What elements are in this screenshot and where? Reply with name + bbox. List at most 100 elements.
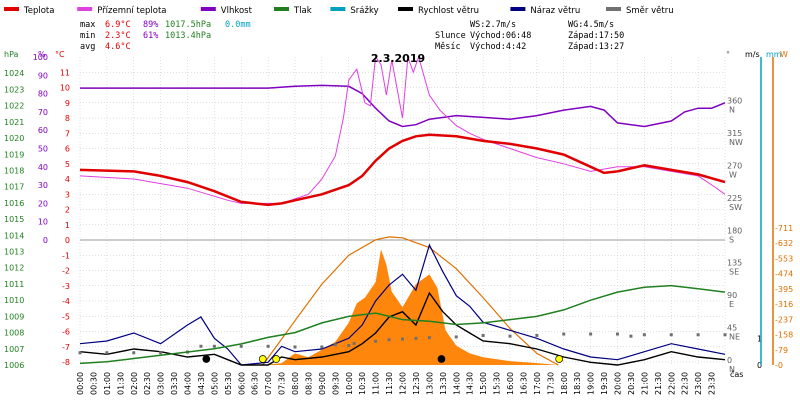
humidity-tick: 0 bbox=[43, 236, 48, 245]
x-tick: 00:30 bbox=[89, 372, 98, 395]
sun-tick: -553 bbox=[775, 254, 793, 263]
x-tick: 20:30 bbox=[627, 372, 636, 395]
x-tick: 21:30 bbox=[654, 372, 663, 395]
temperature-tick: 7 bbox=[65, 129, 70, 138]
pressure-tick: 1024 bbox=[4, 69, 24, 78]
pressure-tick: 1015 bbox=[4, 215, 24, 224]
x-tick: 03:30 bbox=[170, 372, 179, 395]
sun-tick: -316 bbox=[775, 300, 793, 309]
sun-tick: -711 bbox=[775, 224, 793, 233]
direction-tick: E bbox=[729, 300, 734, 309]
temperature-tick: 2 bbox=[65, 206, 70, 215]
temperature-tick: 8 bbox=[65, 114, 70, 123]
wind-direction-point bbox=[535, 333, 539, 337]
x-tick: 03:00 bbox=[157, 372, 166, 395]
pressure-tick: 1011 bbox=[4, 280, 24, 289]
direction-tick: N bbox=[729, 106, 735, 115]
temperature-tick: -1 bbox=[62, 251, 70, 260]
moon-label: Měsíc bbox=[435, 42, 461, 52]
sun-tick: -0 bbox=[775, 361, 783, 370]
wind-direction-point bbox=[427, 336, 431, 340]
wind-gust-line bbox=[79, 243, 726, 366]
sun-curve bbox=[262, 236, 559, 366]
stats-max-press: 1017.5hPa bbox=[165, 20, 211, 30]
header: Teplota Přízemní teplota Vlhkost Tlak Srážky… bbox=[4, 6, 674, 16]
x-tick: 13:00 bbox=[425, 372, 434, 395]
pressure-tick: 1020 bbox=[4, 134, 24, 143]
wind-direction-point bbox=[669, 333, 673, 337]
legend-swatch bbox=[510, 7, 526, 11]
stats-min-label: min bbox=[80, 31, 95, 41]
legend-swatch bbox=[274, 7, 289, 11]
stats-max-temp: 6.9°C bbox=[105, 20, 131, 30]
humidity-tick: 50 bbox=[38, 145, 48, 154]
temperature-tick: -5 bbox=[62, 312, 70, 321]
pressure-tick: 1008 bbox=[4, 329, 24, 338]
humidity-tick: 70 bbox=[38, 108, 48, 117]
wind-speed-info: WS:2.7m/s bbox=[470, 20, 516, 30]
x-tick: 07:00 bbox=[264, 372, 273, 395]
wind-direction-point bbox=[387, 338, 391, 342]
x-tick: 08:00 bbox=[291, 372, 300, 395]
humidity-tick: 60 bbox=[38, 126, 48, 135]
x-tick: 13:30 bbox=[439, 372, 448, 395]
direction-tick: 0 bbox=[727, 356, 732, 365]
temperature-tick: 10 bbox=[60, 84, 70, 93]
pressure-tick: 1007 bbox=[4, 345, 24, 354]
pressure-tick: 1019 bbox=[4, 150, 24, 159]
x-tick: 20:00 bbox=[614, 372, 623, 395]
temperature-tick: -3 bbox=[62, 282, 70, 291]
direction-tick: 270 bbox=[727, 161, 742, 170]
x-tick: 02:00 bbox=[130, 372, 139, 395]
wind-direction-point bbox=[212, 344, 216, 348]
x-tick: 17:00 bbox=[533, 372, 542, 395]
pressure-tick: 1018 bbox=[4, 166, 24, 175]
wind-direction-point bbox=[696, 333, 700, 337]
x-tick: 09:00 bbox=[318, 372, 327, 395]
sunset-marker bbox=[555, 355, 564, 363]
wind-direction-point bbox=[481, 333, 485, 337]
legend-swatch bbox=[77, 7, 93, 11]
x-tick: 22:00 bbox=[667, 372, 676, 395]
stats-min-hum: 61% bbox=[143, 31, 158, 41]
temperature-tick: 0 bbox=[65, 236, 70, 245]
temperature-panel bbox=[78, 55, 727, 365]
direction-tick: 90 bbox=[727, 291, 737, 300]
temperature-tick: 4 bbox=[65, 175, 70, 184]
apparent-temperature-line bbox=[79, 55, 726, 204]
legend-swatch bbox=[4, 7, 19, 11]
humidity-tick: 30 bbox=[38, 181, 48, 190]
x-tick: 11:30 bbox=[385, 372, 394, 395]
pressure-tick: 1017 bbox=[4, 183, 24, 192]
humidity-tick: 10 bbox=[38, 218, 48, 227]
temperature-tick: -2 bbox=[62, 267, 70, 276]
unit-temperature: °C bbox=[55, 50, 65, 59]
stats-avg-label: avg bbox=[80, 42, 95, 52]
x-tick: 12:00 bbox=[399, 372, 408, 395]
humidity-tick: 90 bbox=[38, 71, 48, 80]
sun-label: Slunce bbox=[435, 31, 466, 41]
x-tick: 01:00 bbox=[103, 372, 112, 395]
x-tick: 06:30 bbox=[251, 372, 260, 395]
temperature-line bbox=[79, 133, 726, 207]
wind-panel bbox=[79, 236, 726, 366]
x-tick: 07:30 bbox=[278, 372, 287, 395]
pressure-tick: 1016 bbox=[4, 199, 24, 208]
stats-max-hum: 89% bbox=[143, 20, 158, 30]
direction-tick: 135 bbox=[727, 259, 742, 268]
x-tick: 19:30 bbox=[600, 372, 609, 395]
unit-wind: m/s bbox=[745, 50, 760, 59]
wind-tick: 0 bbox=[757, 361, 762, 370]
pressure-tick: 1006 bbox=[4, 361, 24, 370]
wind-speed-line bbox=[79, 291, 726, 366]
wind-direction-point bbox=[199, 344, 203, 348]
moon-rise: Východ:4:42 bbox=[470, 42, 526, 52]
humidity-line bbox=[80, 84, 726, 128]
sun-tick: -395 bbox=[775, 285, 793, 294]
wind-direction-point bbox=[508, 334, 512, 338]
sun-tick: -632 bbox=[775, 239, 793, 248]
wind-direction-point bbox=[642, 333, 646, 337]
pressure-tick: 1022 bbox=[4, 102, 24, 111]
wind-gust-info: WG:4.5m/s bbox=[568, 20, 614, 30]
axes: 1006100710081009101010111012101310141015… bbox=[4, 53, 793, 395]
